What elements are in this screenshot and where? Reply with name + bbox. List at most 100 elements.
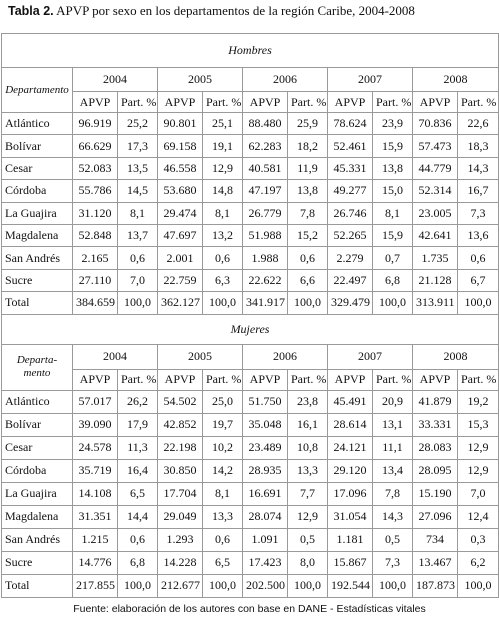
- cell: 22.497: [327, 268, 373, 293]
- data-table: Hombres Departamento 2004 2005 2006 2007 2008 A…: [0, 33, 499, 598]
- cell: 0,5: [287, 527, 328, 552]
- cell: 46.558: [157, 156, 203, 181]
- cell: 100,0: [287, 573, 328, 598]
- column-header: APVP: [72, 368, 118, 391]
- cell: 42.852: [157, 412, 203, 437]
- year-header: 2008: [411, 67, 499, 92]
- cell: 0,6: [287, 246, 328, 270]
- cell: 14,4: [117, 504, 158, 529]
- data-row: San Andrés 1.215 0,6 1.293 0,6 1.091 0,5 1.181 0…: [1, 527, 499, 552]
- department-name: La Guajira: [1, 481, 73, 506]
- cell: 57.017: [72, 389, 118, 414]
- cell: 54.502: [157, 389, 203, 414]
- cell: 31.120: [72, 201, 118, 225]
- data-row: Sucre 27.110 7,0 22.759 6,3 22.622 6,6 22.497 6,…: [1, 268, 499, 293]
- section-name: Hombres: [0, 33, 499, 68]
- cell: 13,4: [372, 458, 413, 483]
- data-row: Atlántico 57.017 26,2 54.502 25,0 51.750 23,8 4…: [1, 389, 499, 414]
- cell: 11,9: [287, 156, 328, 181]
- cell: 57.473: [412, 134, 458, 158]
- cell: 12,9: [456, 458, 499, 483]
- cell: 23,8: [287, 389, 328, 414]
- cell: 16,7: [456, 179, 499, 203]
- cell: 100,0: [287, 291, 328, 315]
- cell: 17.704: [157, 481, 203, 506]
- cell: 27.096: [412, 504, 458, 529]
- column-header: APVP: [412, 368, 458, 391]
- cell: 49.277: [327, 179, 373, 203]
- cell: 23.489: [242, 435, 288, 460]
- cell: 734: [412, 527, 458, 552]
- section-name: Mujeres: [0, 313, 499, 345]
- cell: 14.776: [72, 550, 118, 575]
- cell: 12,9: [287, 504, 328, 529]
- cell: 35.048: [242, 412, 288, 437]
- department-name: Bolívar: [1, 412, 73, 437]
- cell: 15,2: [287, 223, 328, 248]
- cell: 100,0: [117, 573, 158, 598]
- subheader-row: APVP Part. % APVP Part. % APVP Part. % APVP Par…: [2, 91, 499, 113]
- column-header: Part. %: [456, 368, 499, 391]
- cell: 17,3: [117, 134, 158, 158]
- department-name: Atlántico: [1, 389, 73, 414]
- cell: 28.095: [412, 458, 458, 483]
- cell: 15,9: [372, 134, 413, 158]
- cell: 19,1: [202, 134, 243, 158]
- column-header: Part. %: [287, 368, 328, 391]
- cell: 2.165: [72, 246, 118, 270]
- year-header: 2007: [327, 67, 413, 92]
- cell: 90.801: [157, 111, 203, 136]
- column-header: APVP: [242, 368, 288, 391]
- data-row: La Guajira 31.120 8,1 29.474 8,1 26.779 7,8 26.…: [1, 201, 499, 225]
- cell: 45.491: [327, 389, 373, 414]
- data-row: Magdalena 52.848 13,7 47.697 13,2 51.988 15,2 5…: [1, 223, 499, 248]
- cell: 10,2: [202, 435, 243, 460]
- cell: 24.578: [72, 435, 118, 460]
- cell: 1.181: [327, 527, 373, 552]
- cell: 18,2: [287, 134, 328, 158]
- year-header: 2008: [411, 343, 499, 370]
- cell: 51.988: [242, 223, 288, 248]
- cell: 0,5: [372, 527, 413, 552]
- cell: 341.917: [242, 291, 288, 315]
- department-name: Magdalena: [1, 504, 73, 529]
- cell: 47.697: [157, 223, 203, 248]
- cell: 26.746: [327, 201, 373, 225]
- cell: 22.622: [242, 268, 288, 293]
- cell: 100,0: [202, 573, 243, 598]
- cell: 7,8: [372, 481, 413, 506]
- cell: 26,2: [117, 389, 158, 414]
- data-row: Córdoba 35.719 16,4 30.850 14,2 28.935 13,3 29.…: [1, 458, 499, 483]
- cell: 7,3: [372, 550, 413, 575]
- cell: 26.779: [242, 201, 288, 225]
- department-name: La Guajira: [1, 201, 73, 225]
- cell: 29.474: [157, 201, 203, 225]
- year-header: 2006: [242, 67, 328, 92]
- cell: 69.158: [157, 134, 203, 158]
- cell: 15,9: [372, 223, 413, 248]
- cell: 6,8: [117, 550, 158, 575]
- column-header: Part. %: [287, 91, 328, 113]
- cell: 100,0: [372, 573, 413, 598]
- cell: 13,3: [202, 504, 243, 529]
- data-row: Sucre 14.776 6,8 14.228 6,5 17.423 8,0 15.867 7,…: [1, 550, 499, 575]
- cell: 8,1: [117, 201, 158, 225]
- column-header: Part. %: [372, 368, 413, 391]
- year-header: 2005: [157, 67, 243, 92]
- cell: 30.850: [157, 458, 203, 483]
- cell: 22.198: [157, 435, 203, 460]
- cell: 96.919: [72, 111, 118, 136]
- cell: 1.293: [157, 527, 203, 552]
- cell: 17.423: [242, 550, 288, 575]
- cell: 100,0: [202, 291, 243, 315]
- department-name: Córdoba: [1, 458, 73, 483]
- cell: 6,2: [456, 550, 499, 575]
- department-name: Cesar: [1, 435, 73, 460]
- column-header: APVP: [157, 91, 203, 113]
- cell: 0,6: [117, 527, 158, 552]
- year-header: 2004: [72, 67, 158, 92]
- year-header: 2006: [242, 343, 328, 370]
- cell: 22.759: [157, 268, 203, 293]
- cell: 8,1: [372, 201, 413, 225]
- cell: 100,0: [372, 291, 413, 315]
